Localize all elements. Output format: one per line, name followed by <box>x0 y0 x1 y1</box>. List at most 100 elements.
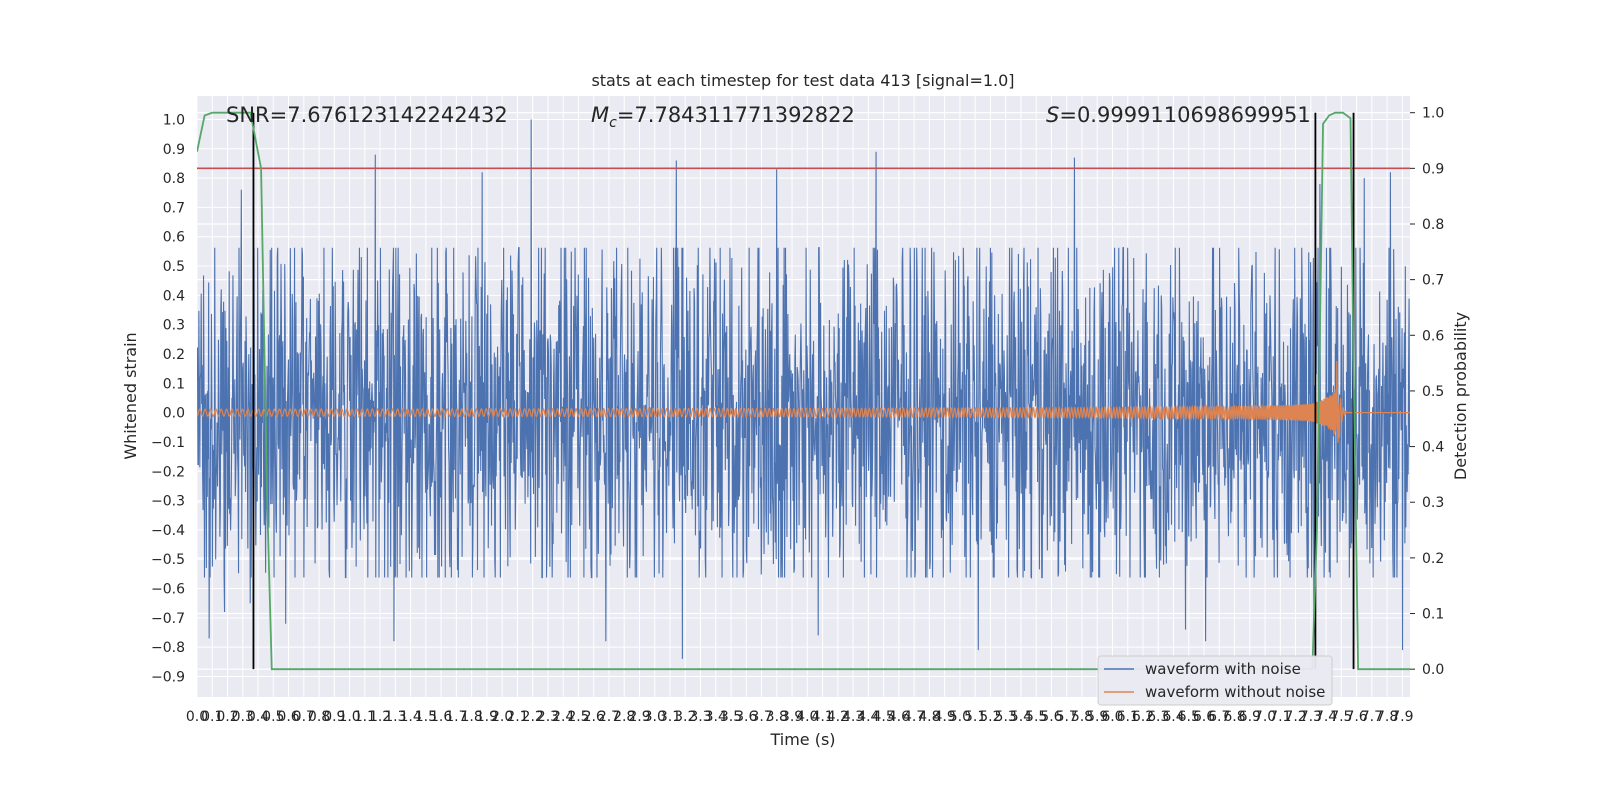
y-axis-left-ticks: −0.9 −0.8 −0.7 −0.6 −0.5 −0.4 −0.3 −0.2 −0.1 0.0 0… <box>151 112 185 685</box>
x-tick-label: 0.6 <box>277 709 299 725</box>
y-left-tick-label: 1.0 <box>163 112 185 128</box>
x-tick-label: 4.3 <box>842 709 864 725</box>
x-tick-label: 1.1 <box>354 709 376 725</box>
x-tick-label: 1.0 <box>338 709 360 725</box>
x-tick-label: 6.8 <box>1223 709 1245 725</box>
x-tick-label: 6.3 <box>1147 709 1169 725</box>
x-tick-label: 5.8 <box>1071 709 1093 725</box>
x-tick-label: 5.0 <box>949 709 971 725</box>
x-tick-label: 0.2 <box>216 709 238 725</box>
score-value: =0.9999110698699951 <box>1059 103 1310 127</box>
y-right-tick-label: 0.1 <box>1422 607 1444 623</box>
x-tick-label: 7.8 <box>1376 709 1398 725</box>
x-tick-label: 1.9 <box>476 709 498 725</box>
chart-title: stats at each timestep for test data 413… <box>591 71 1014 90</box>
chirp-mass-annotation: Mc=7.784311771392822 <box>591 103 855 131</box>
x-tick-label: 0.4 <box>247 709 269 725</box>
x-tick-label: 1.8 <box>461 709 483 725</box>
x-tick-label: 7.2 <box>1284 709 1306 725</box>
x-tick-label: 5.3 <box>995 709 1017 725</box>
noise-waveform-line <box>197 119 1410 659</box>
y-axis-right-label: Detection probability <box>1451 312 1470 480</box>
x-tick-label: 0.5 <box>262 709 284 725</box>
x-tick-label: 2.4 <box>552 709 574 725</box>
y-left-tick-label: −0.2 <box>151 464 185 480</box>
plot-series <box>197 111 1410 671</box>
score-symbol: S <box>1046 103 1059 127</box>
x-tick-label: 5.7 <box>1056 709 1078 725</box>
y-left-tick-label: 0.3 <box>163 318 185 334</box>
probability-series <box>197 111 1410 671</box>
x-tick-label: 3.5 <box>720 709 742 725</box>
y-right-tick-label: 0.7 <box>1422 273 1444 289</box>
x-axis-ticks: 0.00.10.20.30.40.50.60.70.80.91.01.11.21… <box>186 709 1414 725</box>
y-right-tick-label: 0.8 <box>1422 217 1444 233</box>
x-tick-label: 1.5 <box>415 709 437 725</box>
y-left-tick-label: −0.8 <box>151 640 185 656</box>
y-left-tick-label: 0.5 <box>163 259 185 275</box>
probability-line <box>197 111 1410 671</box>
x-tick-label: 4.9 <box>934 709 956 725</box>
x-tick-label: 0.0 <box>186 709 208 725</box>
x-tick-label: 3.8 <box>766 709 788 725</box>
y-axis-right-ticks: 0.0 0.1 0.2 0.3 0.4 0.5 0.6 0.7 0.8 0.9 1.0 <box>1410 106 1444 678</box>
x-tick-label: 7.3 <box>1300 709 1322 725</box>
x-tick-label: 5.2 <box>979 709 1001 725</box>
x-tick-label: 3.9 <box>781 709 803 725</box>
y-left-tick-label: 0.9 <box>163 142 185 158</box>
x-tick-label: 5.9 <box>1086 709 1108 725</box>
chirp-mass-symbol: M <box>591 103 609 127</box>
y-left-tick-label: 0.2 <box>163 347 185 363</box>
y-right-tick-label: 0.3 <box>1422 495 1444 511</box>
x-tick-label: 6.0 <box>1101 709 1123 725</box>
y-left-tick-label: 0.8 <box>163 171 185 187</box>
x-tick-label: 6.5 <box>1178 709 1200 725</box>
y-right-tick-label: 0.9 <box>1422 161 1444 177</box>
score-annotation: S=0.9999110698699951 <box>1046 103 1311 127</box>
x-tick-label: 2.2 <box>522 709 544 725</box>
y-left-tick-label: 0.1 <box>163 376 185 392</box>
x-tick-label: 3.2 <box>674 709 696 725</box>
x-tick-label: 0.7 <box>293 709 315 725</box>
x-tick-label: 2.6 <box>583 709 605 725</box>
legend: waveform with noise waveform without noi… <box>1097 655 1333 706</box>
x-tick-label: 7.6 <box>1345 709 1367 725</box>
x-tick-label: 2.3 <box>537 709 559 725</box>
x-tick-label: 2.8 <box>613 709 635 725</box>
x-tick-label: 6.2 <box>1132 709 1154 725</box>
x-tick-label: 1.7 <box>445 709 467 725</box>
x-tick-label: 4.4 <box>857 709 879 725</box>
y-right-tick-label: 1.0 <box>1422 106 1444 122</box>
y-left-tick-label: 0.0 <box>163 406 185 422</box>
x-tick-label: 6.9 <box>1239 709 1261 725</box>
snr-annotation: SNR=7.676123142242432 <box>226 103 508 127</box>
noise-series <box>197 119 1410 659</box>
x-tick-label: 3.0 <box>644 709 666 725</box>
y-axis-left-label: Whitened strain <box>121 332 140 459</box>
x-tick-label: 1.4 <box>399 709 421 725</box>
x-tick-label: 5.6 <box>1040 709 1062 725</box>
x-tick-label: 1.2 <box>369 709 391 725</box>
x-tick-label: 2.1 <box>506 709 528 725</box>
x-tick-label: 3.4 <box>705 709 727 725</box>
y-right-tick-label: 0.5 <box>1422 384 1444 400</box>
y-left-tick-label: 0.7 <box>163 200 185 216</box>
chirp-mass-subscript: c <box>609 115 617 131</box>
x-tick-label: 7.1 <box>1269 709 1291 725</box>
x-tick-label: 2.9 <box>628 709 650 725</box>
x-tick-label: 5.5 <box>1025 709 1047 725</box>
y-right-tick-label: 0.6 <box>1422 328 1444 344</box>
x-tick-label: 2.5 <box>567 709 589 725</box>
x-tick-label: 7.0 <box>1254 709 1276 725</box>
x-tick-label: 7.4 <box>1315 709 1337 725</box>
y-right-tick-label: 0.2 <box>1422 551 1444 567</box>
x-tick-label: 7.9 <box>1391 709 1413 725</box>
legend-box <box>1097 655 1333 706</box>
x-tick-label: 6.6 <box>1193 709 1215 725</box>
y-left-tick-label: −0.6 <box>151 582 185 598</box>
y-left-tick-label: −0.7 <box>151 611 185 627</box>
x-tick-label: 7.7 <box>1361 709 1383 725</box>
x-tick-label: 4.8 <box>918 709 940 725</box>
x-tick-label: 3.3 <box>689 709 711 725</box>
x-tick-label: 4.0 <box>796 709 818 725</box>
